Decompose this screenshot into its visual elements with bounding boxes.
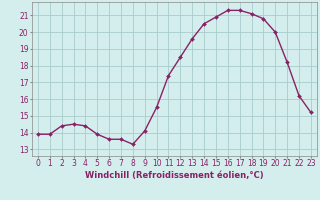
X-axis label: Windchill (Refroidissement éolien,°C): Windchill (Refroidissement éolien,°C)	[85, 171, 264, 180]
